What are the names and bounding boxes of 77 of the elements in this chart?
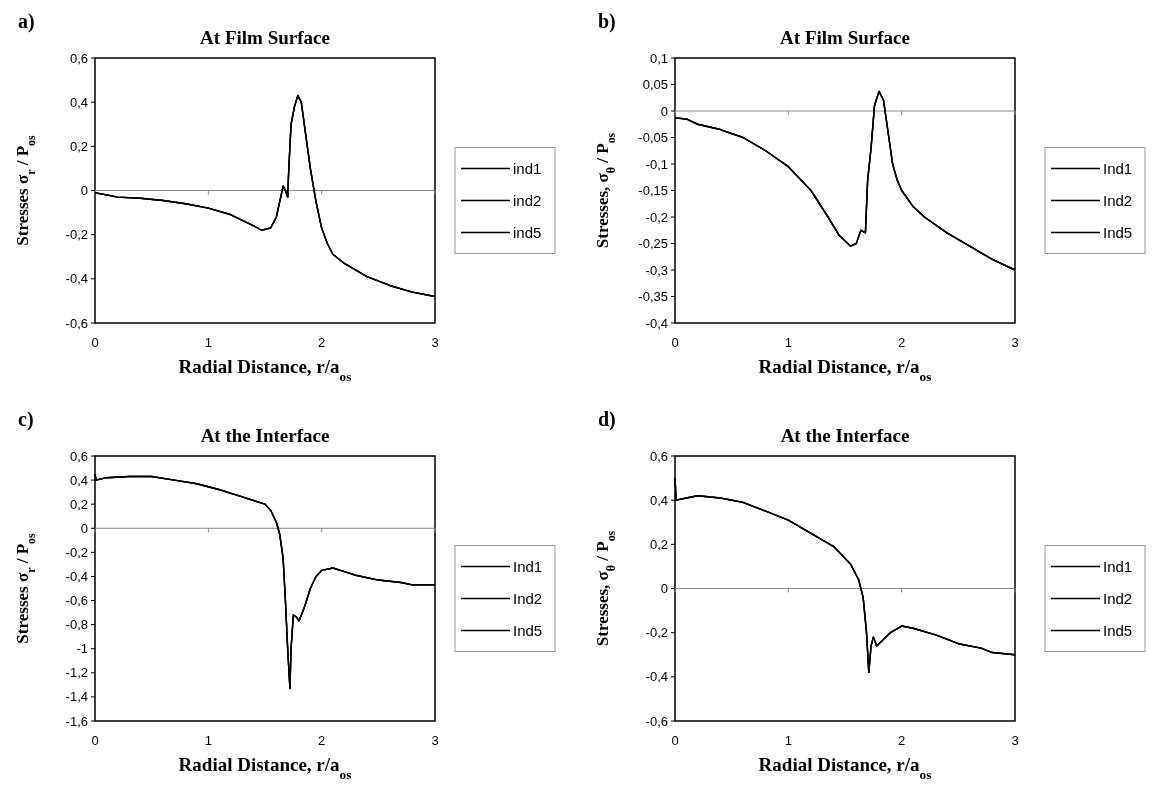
- x-tick-label: 0: [91, 335, 99, 350]
- y-tick-label: 0,4: [69, 94, 88, 110]
- y-tick-label: 0,4: [69, 472, 88, 488]
- chart-title: At the Interface: [780, 425, 910, 446]
- x-tick-label: 3: [431, 733, 439, 748]
- y-tick-label: 0,6: [649, 448, 668, 464]
- y-tick-label: -0,35: [638, 289, 668, 305]
- chart-title: At Film Surface: [200, 27, 330, 48]
- y-tick-label: -0,8: [65, 617, 88, 633]
- text: b): [598, 10, 616, 33]
- y-tick-label: 0: [80, 520, 88, 536]
- y-tick-label: -0,6: [645, 713, 668, 729]
- y-tick-label: -0,2: [645, 209, 668, 225]
- y-tick-label: -0,4: [645, 315, 668, 331]
- y-tick-label: 0: [80, 183, 88, 199]
- y-tick-label: 0,05: [642, 77, 668, 93]
- y-tick-label: -0,4: [65, 271, 88, 287]
- y-tick-label: 0,2: [69, 138, 88, 154]
- y-tick-label: -1,4: [65, 689, 88, 705]
- chart-title: At Film Surface: [780, 27, 910, 48]
- y-tick-label: -0,3: [645, 262, 668, 278]
- legend-label: Ind2: [513, 589, 543, 607]
- y-tick-label: -0,2: [65, 227, 88, 243]
- legend-label: Ind1: [1103, 557, 1133, 575]
- y-tick-label: 0: [660, 103, 668, 119]
- legend-label: Ind1: [513, 557, 543, 575]
- x-axis-title: Radial Distance, r/a$_{os}$: [758, 356, 932, 384]
- y-tick-label: -0,6: [65, 593, 88, 609]
- x-tick-label: 2: [318, 335, 326, 350]
- x-tick-label: 1: [784, 335, 792, 350]
- x-tick-label: 1: [204, 335, 212, 350]
- legend-label: ind2: [513, 191, 542, 209]
- x-tick-label: 2: [898, 733, 906, 748]
- x-tick-label: 3: [1011, 733, 1019, 748]
- text: a): [18, 10, 35, 33]
- y-tick-label: -0,2: [65, 544, 88, 560]
- text: d): [598, 408, 616, 431]
- legend-label: Ind5: [513, 621, 543, 639]
- x-tick-label: 2: [898, 335, 906, 350]
- x-tick-label: 3: [431, 335, 439, 350]
- y-tick-label: 0: [660, 581, 668, 597]
- y-tick-label: -0,1: [645, 156, 668, 172]
- legend-label: Ind2: [1103, 191, 1133, 209]
- chart-title: At the Interface: [200, 425, 330, 446]
- x-tick-label: 2: [318, 733, 326, 748]
- x-tick-label: 0: [671, 733, 679, 748]
- y-tick-label: -0,05: [638, 130, 668, 146]
- y-tick-label: 0,4: [649, 492, 668, 508]
- legend-label: ind1: [513, 159, 542, 177]
- legend-label: Ind5: [1103, 621, 1133, 639]
- x-tick-label: 1: [784, 733, 792, 748]
- y-tick-label: 0,6: [69, 50, 88, 66]
- text: c): [18, 408, 34, 431]
- y-tick-label: -0,2: [645, 625, 668, 641]
- x-axis-title: Radial Distance, r/a$_{os}$: [178, 754, 352, 782]
- legend-label: Ind1: [1103, 159, 1133, 177]
- legend-label: ind5: [513, 223, 542, 241]
- y-tick-label: -0,6: [65, 315, 88, 331]
- y-tick-label: -0,15: [638, 183, 668, 199]
- y-tick-label: 0,2: [69, 496, 88, 512]
- y-tick-label: -1: [76, 641, 88, 657]
- x-axis-title: Radial Distance, r/a$_{os}$: [758, 754, 932, 782]
- y-tick-label: 0,1: [649, 50, 668, 66]
- x-tick-label: 3: [1011, 335, 1019, 350]
- legend-label: Ind2: [1103, 589, 1133, 607]
- x-tick-label: 1: [204, 733, 212, 748]
- y-tick-label: 0,6: [69, 448, 88, 464]
- x-axis-title: Radial Distance, r/a$_{os}$: [178, 356, 352, 384]
- y-tick-label: -1,6: [65, 713, 88, 729]
- y-tick-label: -1,2: [65, 665, 88, 681]
- legend-label: Ind5: [1103, 223, 1133, 241]
- x-tick-label: 0: [91, 733, 99, 748]
- x-tick-label: 0: [671, 335, 679, 350]
- y-tick-label: -0,4: [65, 569, 88, 584]
- y-tick-label: 0,2: [649, 536, 668, 552]
- y-tick-label: -0,4: [645, 669, 668, 685]
- y-tick-label: -0,25: [638, 236, 668, 252]
